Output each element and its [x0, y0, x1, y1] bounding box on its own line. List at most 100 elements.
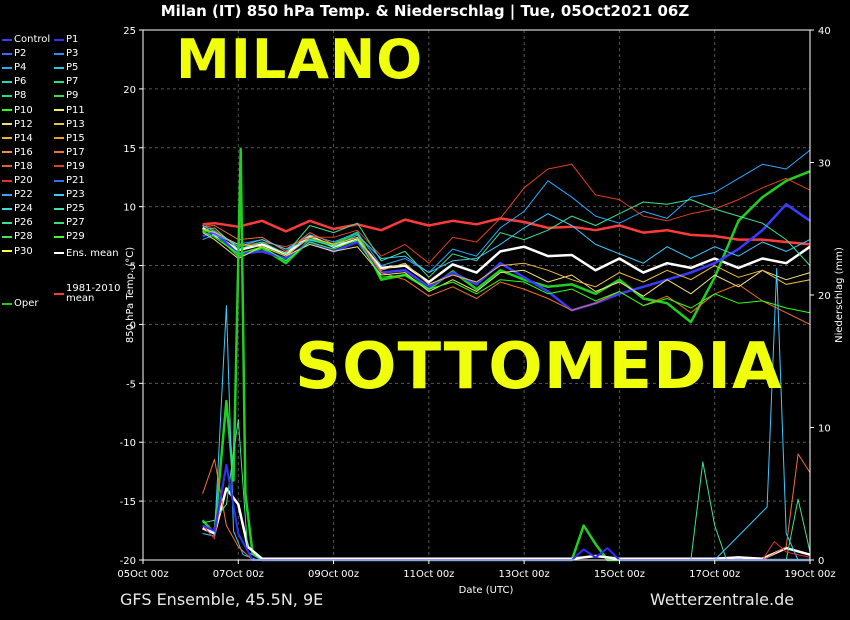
legend-label: P16 — [14, 146, 33, 158]
precip-series-p1 — [202, 463, 810, 561]
x-tick-label: 09Oct 00z — [308, 569, 359, 580]
legend-entry-p23: P23 — [54, 189, 85, 201]
legend-entry-p17: P17 — [54, 147, 85, 159]
legend-entry-p14: P14 — [2, 133, 33, 145]
legend-label: P14 — [14, 132, 33, 144]
legend-swatch — [2, 52, 12, 55]
legend-label: P5 — [66, 62, 79, 74]
footer-model-info: GFS Ensemble, 45.5N, 9E — [120, 590, 324, 609]
legend-entry-p4: P4 — [2, 62, 26, 74]
legend-entry-p30: P30 — [2, 246, 33, 258]
legend-label: Control — [14, 34, 51, 45]
legend-entry-p26: P26 — [2, 217, 33, 229]
legend-label: P8 — [14, 90, 27, 102]
legend-entry-1981-2010-mean: 1981-2010 mean — [54, 284, 121, 304]
legend-label: P24 — [14, 203, 33, 215]
precip-series-ens-mean — [202, 487, 811, 560]
precip-series-p23 — [202, 268, 810, 561]
y-tick-label: -20 — [120, 556, 136, 567]
y-tick-label: -10 — [120, 438, 136, 449]
legend-entry-p7: P7 — [54, 76, 78, 88]
y-tick-label: 15 — [123, 144, 136, 155]
legend-entry-p16: P16 — [2, 147, 33, 159]
legend-entry-p6: P6 — [2, 76, 26, 88]
y-tick-label: -5 — [126, 379, 136, 390]
legend-label: P17 — [66, 146, 85, 158]
legend: Control P1 P2 P3 P4 P5 P6 P7 P8 P9 P10 P11 P12 P13 P14… — [0, 34, 135, 314]
legend-label: P15 — [66, 132, 85, 144]
legend-swatch — [54, 109, 64, 111]
legend-entry-p24: P24 — [2, 203, 33, 215]
legend-label: P10 — [14, 104, 33, 116]
x-axis-label: Date (UTC) — [459, 585, 514, 596]
x-tick-label: 17Oct 00z — [689, 569, 740, 580]
legend-entry-p18: P18 — [2, 161, 33, 173]
legend-swatch — [54, 38, 64, 41]
legend-swatch — [54, 293, 64, 295]
y-tick-label: 0 — [130, 320, 136, 331]
legend-label: P18 — [14, 160, 33, 172]
legend-swatch — [2, 165, 12, 168]
legend-swatch — [2, 302, 12, 305]
y-tick-label: 5 — [130, 262, 136, 273]
temp-series-ens-mean — [201, 226, 811, 284]
legend-entry-oper: Oper — [2, 298, 38, 310]
legend-label: P23 — [66, 189, 85, 201]
legend-entry-p13: P13 — [54, 119, 85, 131]
legend-swatch — [2, 235, 12, 238]
legend-entry-p22: P22 — [2, 189, 33, 201]
x-tick-label: 19Oct 00z — [784, 569, 835, 580]
legend-entry-p12: P12 — [2, 119, 33, 131]
y2-tick-label: 0 — [818, 556, 824, 567]
legend-swatch — [54, 137, 64, 140]
legend-entry-p10: P10 — [2, 105, 33, 117]
temp-series-p23 — [202, 213, 811, 274]
legend-swatch — [54, 94, 64, 97]
legend-swatch — [2, 137, 12, 140]
legend-label: P22 — [14, 189, 33, 201]
legend-swatch — [2, 38, 12, 41]
legend-label: P19 — [66, 160, 85, 172]
temp-series-p26 — [202, 199, 811, 278]
legend-entry-p8: P8 — [2, 90, 26, 102]
legend-swatch — [2, 250, 12, 252]
legend-entry-p9: P9 — [54, 90, 78, 102]
legend-swatch — [54, 252, 64, 254]
y2-tick-label: 40 — [818, 26, 831, 37]
legend-swatch — [54, 80, 64, 83]
legend-swatch — [54, 66, 64, 69]
legend-label: P3 — [66, 48, 79, 60]
legend-label: P25 — [66, 203, 85, 215]
legend-label: P1 — [66, 34, 79, 45]
y-tick-label: 25 — [123, 26, 136, 37]
legend-swatch — [2, 94, 12, 97]
precip-series-p17 — [202, 453, 811, 561]
legend-swatch — [54, 123, 64, 126]
temp-series-p13 — [202, 228, 811, 288]
legend-entry-p1: P1 — [54, 34, 78, 46]
legend-label: P4 — [14, 62, 27, 74]
y-tick-label: 20 — [123, 85, 136, 96]
temp-series-p12 — [202, 232, 811, 297]
axes: -20 -15 -10 -5 0 5 10 15 20 25 0 10 20 30 40 05Oct 00z 0… — [117, 26, 835, 580]
x-tick-label: 07Oct 00z — [213, 569, 264, 580]
legend-swatch — [54, 235, 64, 238]
legend-entry-p27: P27 — [54, 217, 85, 229]
footer-source: Wetterzentrale.de — [650, 590, 795, 609]
legend-entry-ens-mean: Ens. mean — [54, 248, 119, 260]
overlay-title-sottomedia: SOTTOMEDIA — [295, 330, 783, 404]
y2-tick-label: 30 — [818, 159, 831, 170]
legend-swatch — [54, 179, 64, 182]
legend-label: Ens. mean — [66, 247, 119, 259]
y2-tick-label: 20 — [818, 291, 831, 302]
legend-swatch — [2, 207, 12, 210]
y2-axis-label: Niederschlag (mm) — [834, 247, 845, 343]
legend-label: P21 — [66, 175, 85, 186]
legend-entry-p11: P11 — [54, 105, 85, 117]
legend-swatch — [54, 221, 64, 224]
legend-entry-p5: P5 — [54, 62, 78, 74]
legend-label: P20 — [14, 175, 33, 186]
y-tick-label: 10 — [123, 203, 136, 214]
legend-entry-p21: P21 — [54, 175, 85, 187]
